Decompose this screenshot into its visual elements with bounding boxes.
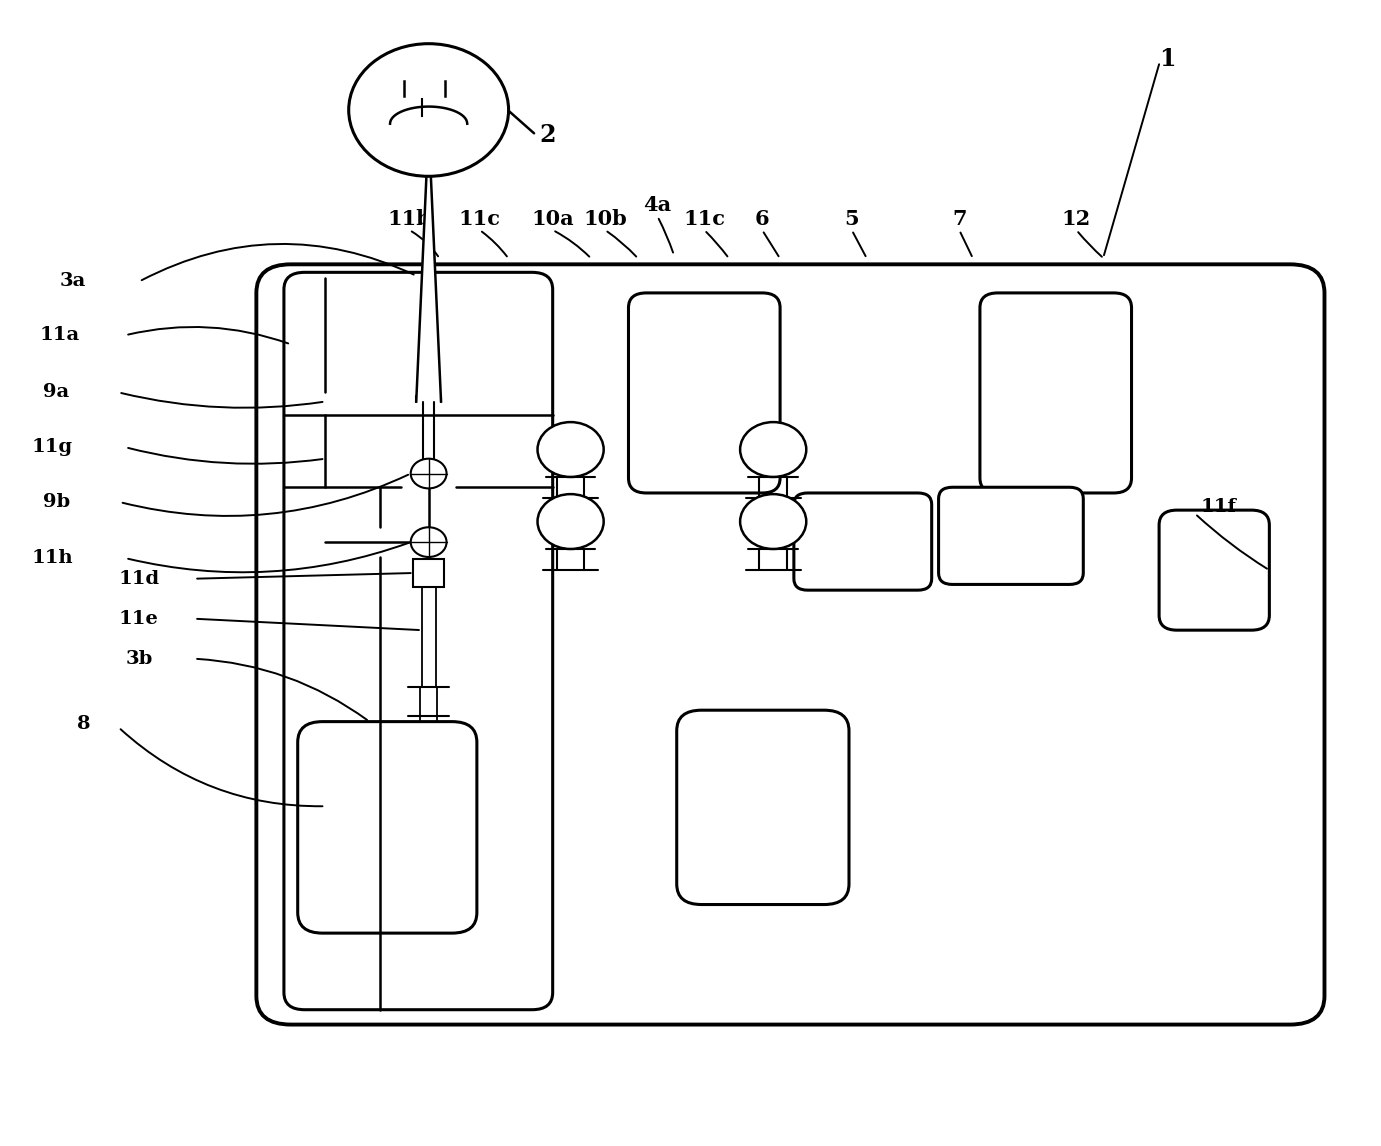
Text: 7: 7: [952, 209, 967, 228]
Polygon shape: [416, 127, 441, 401]
Circle shape: [410, 527, 446, 557]
Text: 11a: 11a: [40, 327, 80, 344]
Text: 11d: 11d: [119, 570, 160, 588]
FancyBboxPatch shape: [677, 711, 849, 904]
Text: 1: 1: [1159, 47, 1175, 71]
Circle shape: [740, 494, 807, 549]
Text: 11c: 11c: [684, 209, 725, 228]
FancyBboxPatch shape: [1159, 510, 1269, 630]
Text: 11b: 11b: [388, 209, 431, 228]
Circle shape: [410, 458, 446, 488]
FancyBboxPatch shape: [628, 293, 780, 493]
FancyBboxPatch shape: [981, 293, 1131, 493]
Text: 10a: 10a: [532, 209, 574, 228]
Text: 6: 6: [755, 209, 769, 228]
Circle shape: [537, 494, 603, 549]
FancyBboxPatch shape: [298, 722, 476, 933]
Text: 3b: 3b: [126, 650, 153, 668]
Bar: [413, 559, 443, 587]
FancyBboxPatch shape: [284, 273, 552, 1010]
Circle shape: [537, 422, 603, 477]
Circle shape: [740, 422, 807, 477]
Text: 4a: 4a: [644, 195, 671, 215]
Text: 11f: 11f: [1200, 497, 1236, 516]
Text: 9a: 9a: [43, 384, 69, 401]
Circle shape: [348, 44, 508, 176]
Text: 2: 2: [539, 123, 555, 147]
Text: 9b: 9b: [43, 493, 70, 511]
FancyBboxPatch shape: [257, 265, 1324, 1025]
Text: 11h: 11h: [32, 549, 73, 567]
Text: 10b: 10b: [583, 209, 627, 228]
Text: 3a: 3a: [59, 273, 86, 290]
FancyBboxPatch shape: [939, 487, 1083, 584]
Text: 11c: 11c: [458, 209, 501, 228]
Text: 5: 5: [844, 209, 859, 228]
Text: 8: 8: [77, 715, 91, 733]
Text: 12: 12: [1062, 209, 1091, 228]
Text: 11e: 11e: [119, 610, 159, 628]
FancyBboxPatch shape: [794, 493, 932, 590]
Text: 11g: 11g: [32, 438, 73, 456]
